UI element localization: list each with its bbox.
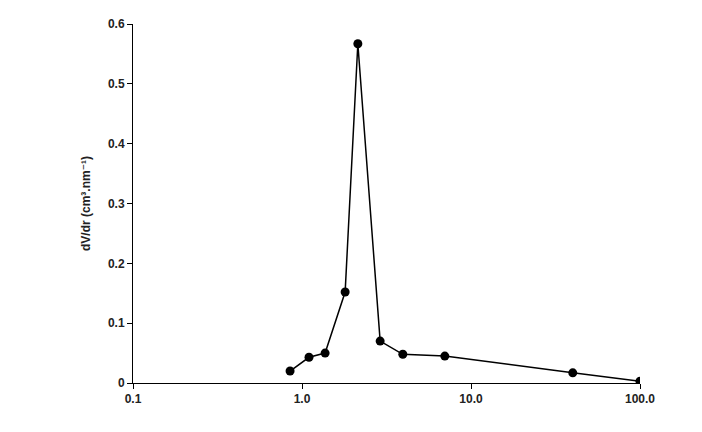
- svg-text:dV/dr (cm³.nm⁻¹): dV/dr (cm³.nm⁻¹): [79, 156, 93, 251]
- svg-text:10.0: 10.0: [459, 392, 483, 406]
- svg-text:0.6: 0.6: [108, 17, 125, 31]
- svg-text:0.5: 0.5: [108, 77, 125, 91]
- svg-text:0.2: 0.2: [108, 257, 125, 271]
- svg-text:0.4: 0.4: [108, 137, 125, 151]
- svg-text:1.0: 1.0: [294, 392, 311, 406]
- svg-text:0.1: 0.1: [108, 316, 125, 330]
- svg-text:0.1: 0.1: [125, 392, 142, 406]
- svg-text:0: 0: [118, 376, 125, 390]
- svg-text:100.0: 100.0: [625, 392, 655, 406]
- svg-text:0.3: 0.3: [108, 197, 125, 211]
